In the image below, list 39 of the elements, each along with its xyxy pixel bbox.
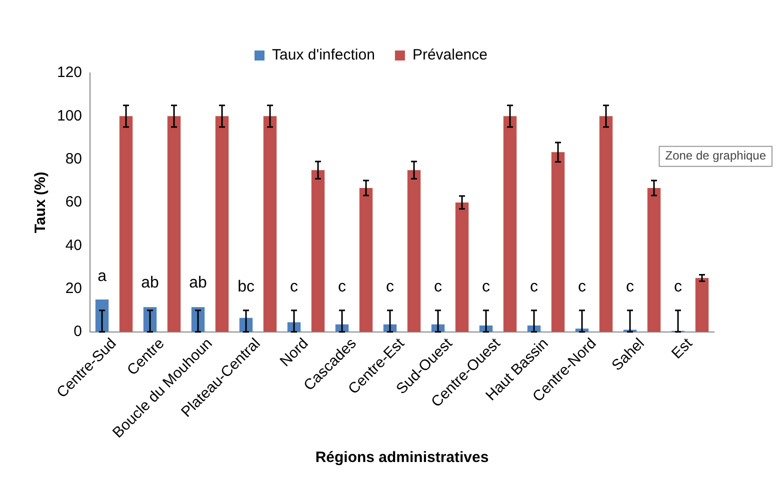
bar [215,116,229,332]
annotation: bc [238,278,254,296]
annotation: c [338,278,346,296]
y-tick-label: 40 [65,236,82,254]
bar [311,170,325,332]
annotation: Zone de graphique [665,148,766,163]
legend-label: Taux d'infection [272,46,375,64]
bar [647,188,661,332]
bar [263,116,277,332]
bar [551,152,565,332]
y-tick-label: 20 [65,280,82,297]
y-tick-label: 0 [74,323,82,340]
bar [119,116,133,332]
annotation: c [674,278,682,296]
bar [503,116,517,332]
annotation: c [530,278,538,296]
annotation: ab [189,274,208,292]
y-tick-label: 80 [65,150,82,168]
annotation: c [290,278,298,296]
annotation: c [434,278,442,296]
legend-label: Prévalence [412,46,488,64]
annotation: a [98,268,107,285]
y-tick-label: 60 [65,194,82,211]
x-tick-label: Est [668,334,696,362]
annotation: ab [141,274,160,292]
y-axis-title: Taux (%) [32,172,50,234]
bar [599,116,613,332]
annotation: c [386,278,394,296]
annotation: c [626,278,634,296]
bar [407,170,421,332]
bar [455,202,469,332]
bar [695,278,709,332]
bar [359,188,373,332]
annotation: c [482,278,490,296]
x-axis-title: Régions administratives [315,449,489,466]
bar [167,116,181,332]
y-tick-label: 100 [56,107,82,124]
y-tick-label: 120 [56,64,82,82]
annotation: c [578,278,586,296]
